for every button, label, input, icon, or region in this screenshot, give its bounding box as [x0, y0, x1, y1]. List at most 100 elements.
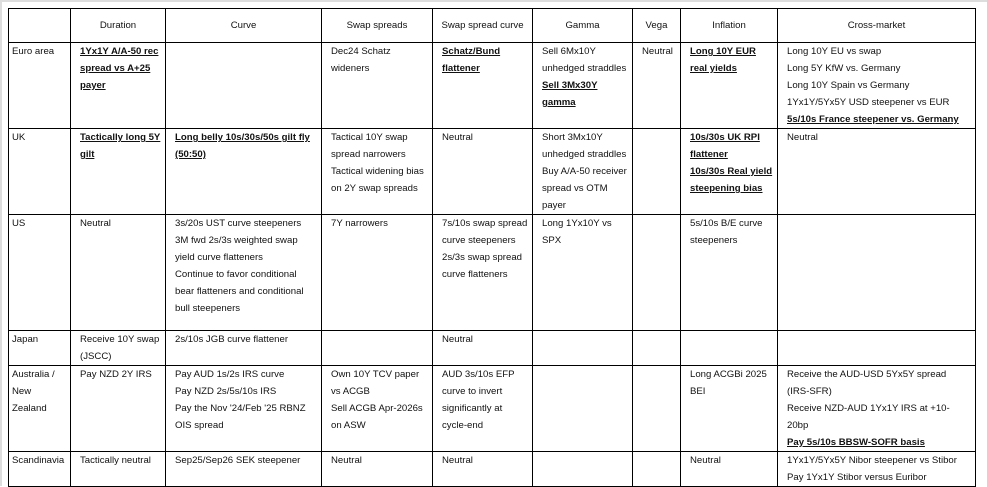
cell-inflation: 5s/10s B/E curve steepeners: [680, 214, 778, 331]
trade-item: Long 10Y Spain vs Germany: [787, 80, 910, 91]
cell-vega: [632, 214, 681, 331]
trade-item: Dec24 Schatz wideners: [331, 46, 391, 74]
row-header: UK: [8, 128, 71, 215]
table-row-us: US Neutral 3s/20s UST curve steepeners 3M f…: [8, 214, 976, 331]
trade-item: Tactically neutral: [80, 455, 151, 466]
trade-item: Pay the Nov '24/Feb '25 RBNZ OIS spread: [175, 403, 306, 431]
highlighted-trade: Pay 5s/10s BBSW-SOFR basis: [787, 437, 925, 448]
trade-recommendations-table: Duration Curve Swap spreads Swap spread cur…: [8, 8, 976, 487]
cell-duration: Neutral: [70, 214, 166, 331]
cell-gamma: Sell 6Mx10Y unhedged straddles Sell 3Mx30…: [532, 42, 633, 129]
trade-item: Receive 10Y swap (JSCC): [80, 334, 160, 362]
highlighted-trade: 1Yx1Y A/A-50 rec spread vs A+25 payer: [80, 46, 159, 91]
trade-item: Buy A/A-50 receiver spread vs OTM payer: [542, 166, 627, 211]
trade-item: AUD 3s/10s EFP curve to invert significa…: [442, 369, 515, 431]
table-row-euro-area: Euro area 1Yx1Y A/A-50 rec spread vs A+25…: [8, 42, 976, 129]
highlighted-trade: 10s/30s UK RPI flattener: [690, 132, 760, 160]
cell-duration: Tactically neutral: [70, 451, 166, 487]
trade-item: Short 3Mx10Y unhedged straddles: [542, 132, 627, 160]
cell-duration: Pay NZD 2Y IRS: [70, 365, 166, 452]
cell-gamma: Long 1Yx10Y vs SPX: [532, 214, 633, 331]
trade-item: Neutral: [331, 455, 362, 466]
trade-item: Sell 6Mx10Y unhedged straddles: [542, 46, 627, 74]
column-header-gamma: Gamma: [532, 8, 633, 43]
cell-gamma: Short 3Mx10Y unhedged straddles Buy A/A-5…: [532, 128, 633, 215]
cell-swap-spread-curve: 7s/10s swap spread curve steepeners 2s/3s…: [432, 214, 533, 331]
cell-gamma: [532, 451, 633, 487]
trade-item: Long ACGBi 2025 BEI: [690, 369, 767, 397]
trade-item: Neutral: [642, 46, 673, 57]
cell-duration: 1Yx1Y A/A-50 rec spread vs A+25 payer: [70, 42, 166, 129]
cell-curve: Long belly 10s/30s/50s gilt fly (50:50): [165, 128, 322, 215]
cell-vega: [632, 451, 681, 487]
column-header-inflation: Inflation: [680, 8, 778, 43]
trade-item: Neutral: [442, 132, 473, 143]
cell-curve: [165, 42, 322, 129]
cell-vega: [632, 330, 681, 366]
row-header: US: [8, 214, 71, 331]
cell-swap-spread-curve: Schatz/Bund flattener: [432, 42, 533, 129]
trade-item: 3s/20s UST curve steepeners: [175, 218, 302, 229]
trade-item: 5s/10s B/E curve steepeners: [690, 218, 763, 246]
row-header: Scandinavia: [8, 451, 71, 487]
cell-curve: Pay AUD 1s/2s IRS curve Pay NZD 2s/5s/10s…: [165, 365, 322, 452]
column-header-curve: Curve: [165, 8, 322, 43]
cell-vega: Neutral: [632, 42, 681, 129]
cell-curve: 2s/10s JGB curve flattener: [165, 330, 322, 366]
cell-curve: Sep25/Sep26 SEK steepener: [165, 451, 322, 487]
trade-item: Pay NZD 2Y IRS: [80, 369, 152, 380]
cell-swap-spreads: Dec24 Schatz wideners: [321, 42, 433, 129]
trade-item: Neutral: [690, 455, 721, 466]
trade-item: 7s/10s swap spread curve steepeners: [442, 218, 528, 246]
trade-item: 7Y narrowers: [331, 218, 388, 229]
cell-swap-spread-curve: Neutral: [432, 128, 533, 215]
table-row-scandinavia: Scandinavia Tactically neutral Sep25/Sep26…: [8, 451, 976, 487]
highlighted-trade: Long 10Y EUR real yields: [690, 46, 756, 74]
trade-item: Long 10Y EU vs swap: [787, 46, 882, 57]
highlighted-trade: Sell 3Mx30Y gamma: [542, 80, 598, 108]
trade-item: Neutral: [787, 132, 818, 143]
trade-item: Continue to favor conditional bear flatt…: [175, 269, 304, 314]
cell-vega: [632, 128, 681, 215]
trade-item: Neutral: [442, 334, 473, 345]
trade-item: Tactical widening bias on 2Y swap spread…: [331, 166, 424, 194]
cell-swap-spreads: [321, 330, 433, 366]
cell-swap-spreads: Own 10Y TCV paper vs ACGB Sell ACGB Apr-2…: [321, 365, 433, 452]
cell-vega: [632, 365, 681, 452]
cell-swap-spread-curve: AUD 3s/10s EFP curve to invert significa…: [432, 365, 533, 452]
cell-swap-spreads: Neutral: [321, 451, 433, 487]
cell-duration: Receive 10Y swap (JSCC): [70, 330, 166, 366]
trade-item: 2s/3s swap spread curve flatteners: [442, 252, 522, 280]
column-header-cross-market: Cross-market: [777, 8, 976, 43]
trade-item: Sell ACGB Apr-2026s on ASW: [331, 403, 423, 431]
trade-item: Sep25/Sep26 SEK steepener: [175, 455, 301, 466]
cell-cross-market: Neutral: [777, 128, 976, 215]
highlighted-trade: 10s/30s Real yield steepening bias: [690, 166, 773, 194]
trade-item: Neutral: [442, 455, 473, 466]
cell-cross-market: [777, 330, 976, 366]
cell-inflation: [680, 330, 778, 366]
column-header-duration: Duration: [70, 8, 166, 43]
cell-inflation: Long ACGBi 2025 BEI: [680, 365, 778, 452]
trade-item: 1Yx1Y/5Yx5Y Nibor steepener vs Stibor: [787, 455, 957, 466]
highlighted-trade: 5s/10s France steepener vs. Germany: [787, 114, 959, 125]
trade-item: Long 1Yx10Y vs SPX: [542, 218, 612, 246]
cell-duration: Tactically long 5Y gilt: [70, 128, 166, 215]
trade-item: Receive the AUD-USD 5Yx5Y spread (IRS-SF…: [787, 369, 947, 397]
trade-item: Own 10Y TCV paper vs ACGB: [331, 369, 420, 397]
highlighted-trade: Long belly 10s/30s/50s gilt fly (50:50): [175, 132, 310, 160]
table-row-uk: UK Tactically long 5Y gilt Long belly 10s/…: [8, 128, 976, 215]
cell-cross-market: 1Yx1Y/5Yx5Y Nibor steepener vs Stibor Pay…: [777, 451, 976, 487]
cell-cross-market: Receive the AUD-USD 5Yx5Y spread (IRS-SF…: [777, 365, 976, 452]
table-row-japan: Japan Receive 10Y swap (JSCC) 2s/10s JGB c…: [8, 330, 976, 366]
row-header: Euro area: [8, 42, 71, 129]
row-header: Australia / New Zealand: [8, 365, 71, 452]
column-header-vega: Vega: [632, 8, 681, 43]
cell-swap-spread-curve: Neutral: [432, 451, 533, 487]
trade-item: 1Yx1Y/5Yx5Y USD steepener vs EUR: [787, 97, 950, 108]
cell-gamma: [532, 330, 633, 366]
cell-inflation: 10s/30s UK RPI flattener 10s/30s Real yie…: [680, 128, 778, 215]
trade-item: Pay 1Yx1Y Stibor versus Euribor: [787, 472, 927, 483]
trade-item: 3M fwd 2s/3s weighted swap yield curve f…: [175, 235, 298, 263]
